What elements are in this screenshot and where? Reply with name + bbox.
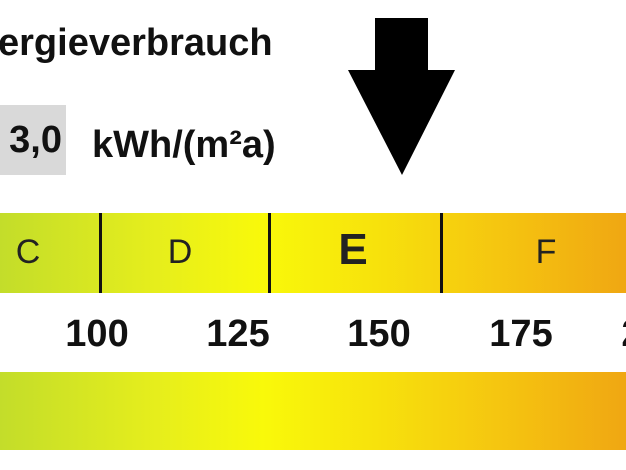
consumption-value: 3,0: [9, 119, 62, 161]
class-divider: [268, 213, 271, 293]
unit-label: kWh/(m²a): [92, 124, 276, 166]
tick-label: 100: [65, 313, 129, 355]
class-label-f: F: [535, 233, 557, 271]
tick-label: 125: [206, 313, 270, 355]
class-label-e-current: E: [338, 225, 368, 274]
energy-consumption-title: ergieverbrauch: [0, 22, 273, 64]
tick-label: 2: [621, 313, 626, 356]
class-divider: [440, 213, 443, 293]
class-label-c: C: [15, 233, 41, 271]
class-label-d: D: [167, 233, 193, 271]
color-gradient-bar: [0, 372, 626, 450]
class-divider: [99, 213, 102, 293]
arrow-down-icon: [348, 18, 455, 175]
consumption-value-box: 3,0: [0, 105, 66, 175]
energy-class-scale: C D E F: [0, 213, 626, 293]
tick-label: 175: [489, 313, 553, 355]
tick-label: 150: [347, 313, 411, 355]
